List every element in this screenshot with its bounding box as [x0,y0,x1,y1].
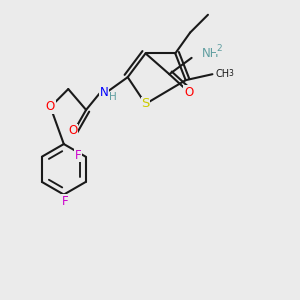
Text: O: O [184,85,193,98]
Text: F: F [62,195,69,208]
Text: NH: NH [202,47,220,60]
Text: N: N [100,85,108,98]
Text: S: S [141,98,150,110]
Text: O: O [68,124,77,137]
Text: H: H [109,92,117,102]
Text: 3: 3 [229,69,234,78]
Text: F: F [75,149,82,162]
Text: 2: 2 [216,44,222,53]
Text: O: O [46,100,55,113]
Text: CH: CH [215,69,230,79]
